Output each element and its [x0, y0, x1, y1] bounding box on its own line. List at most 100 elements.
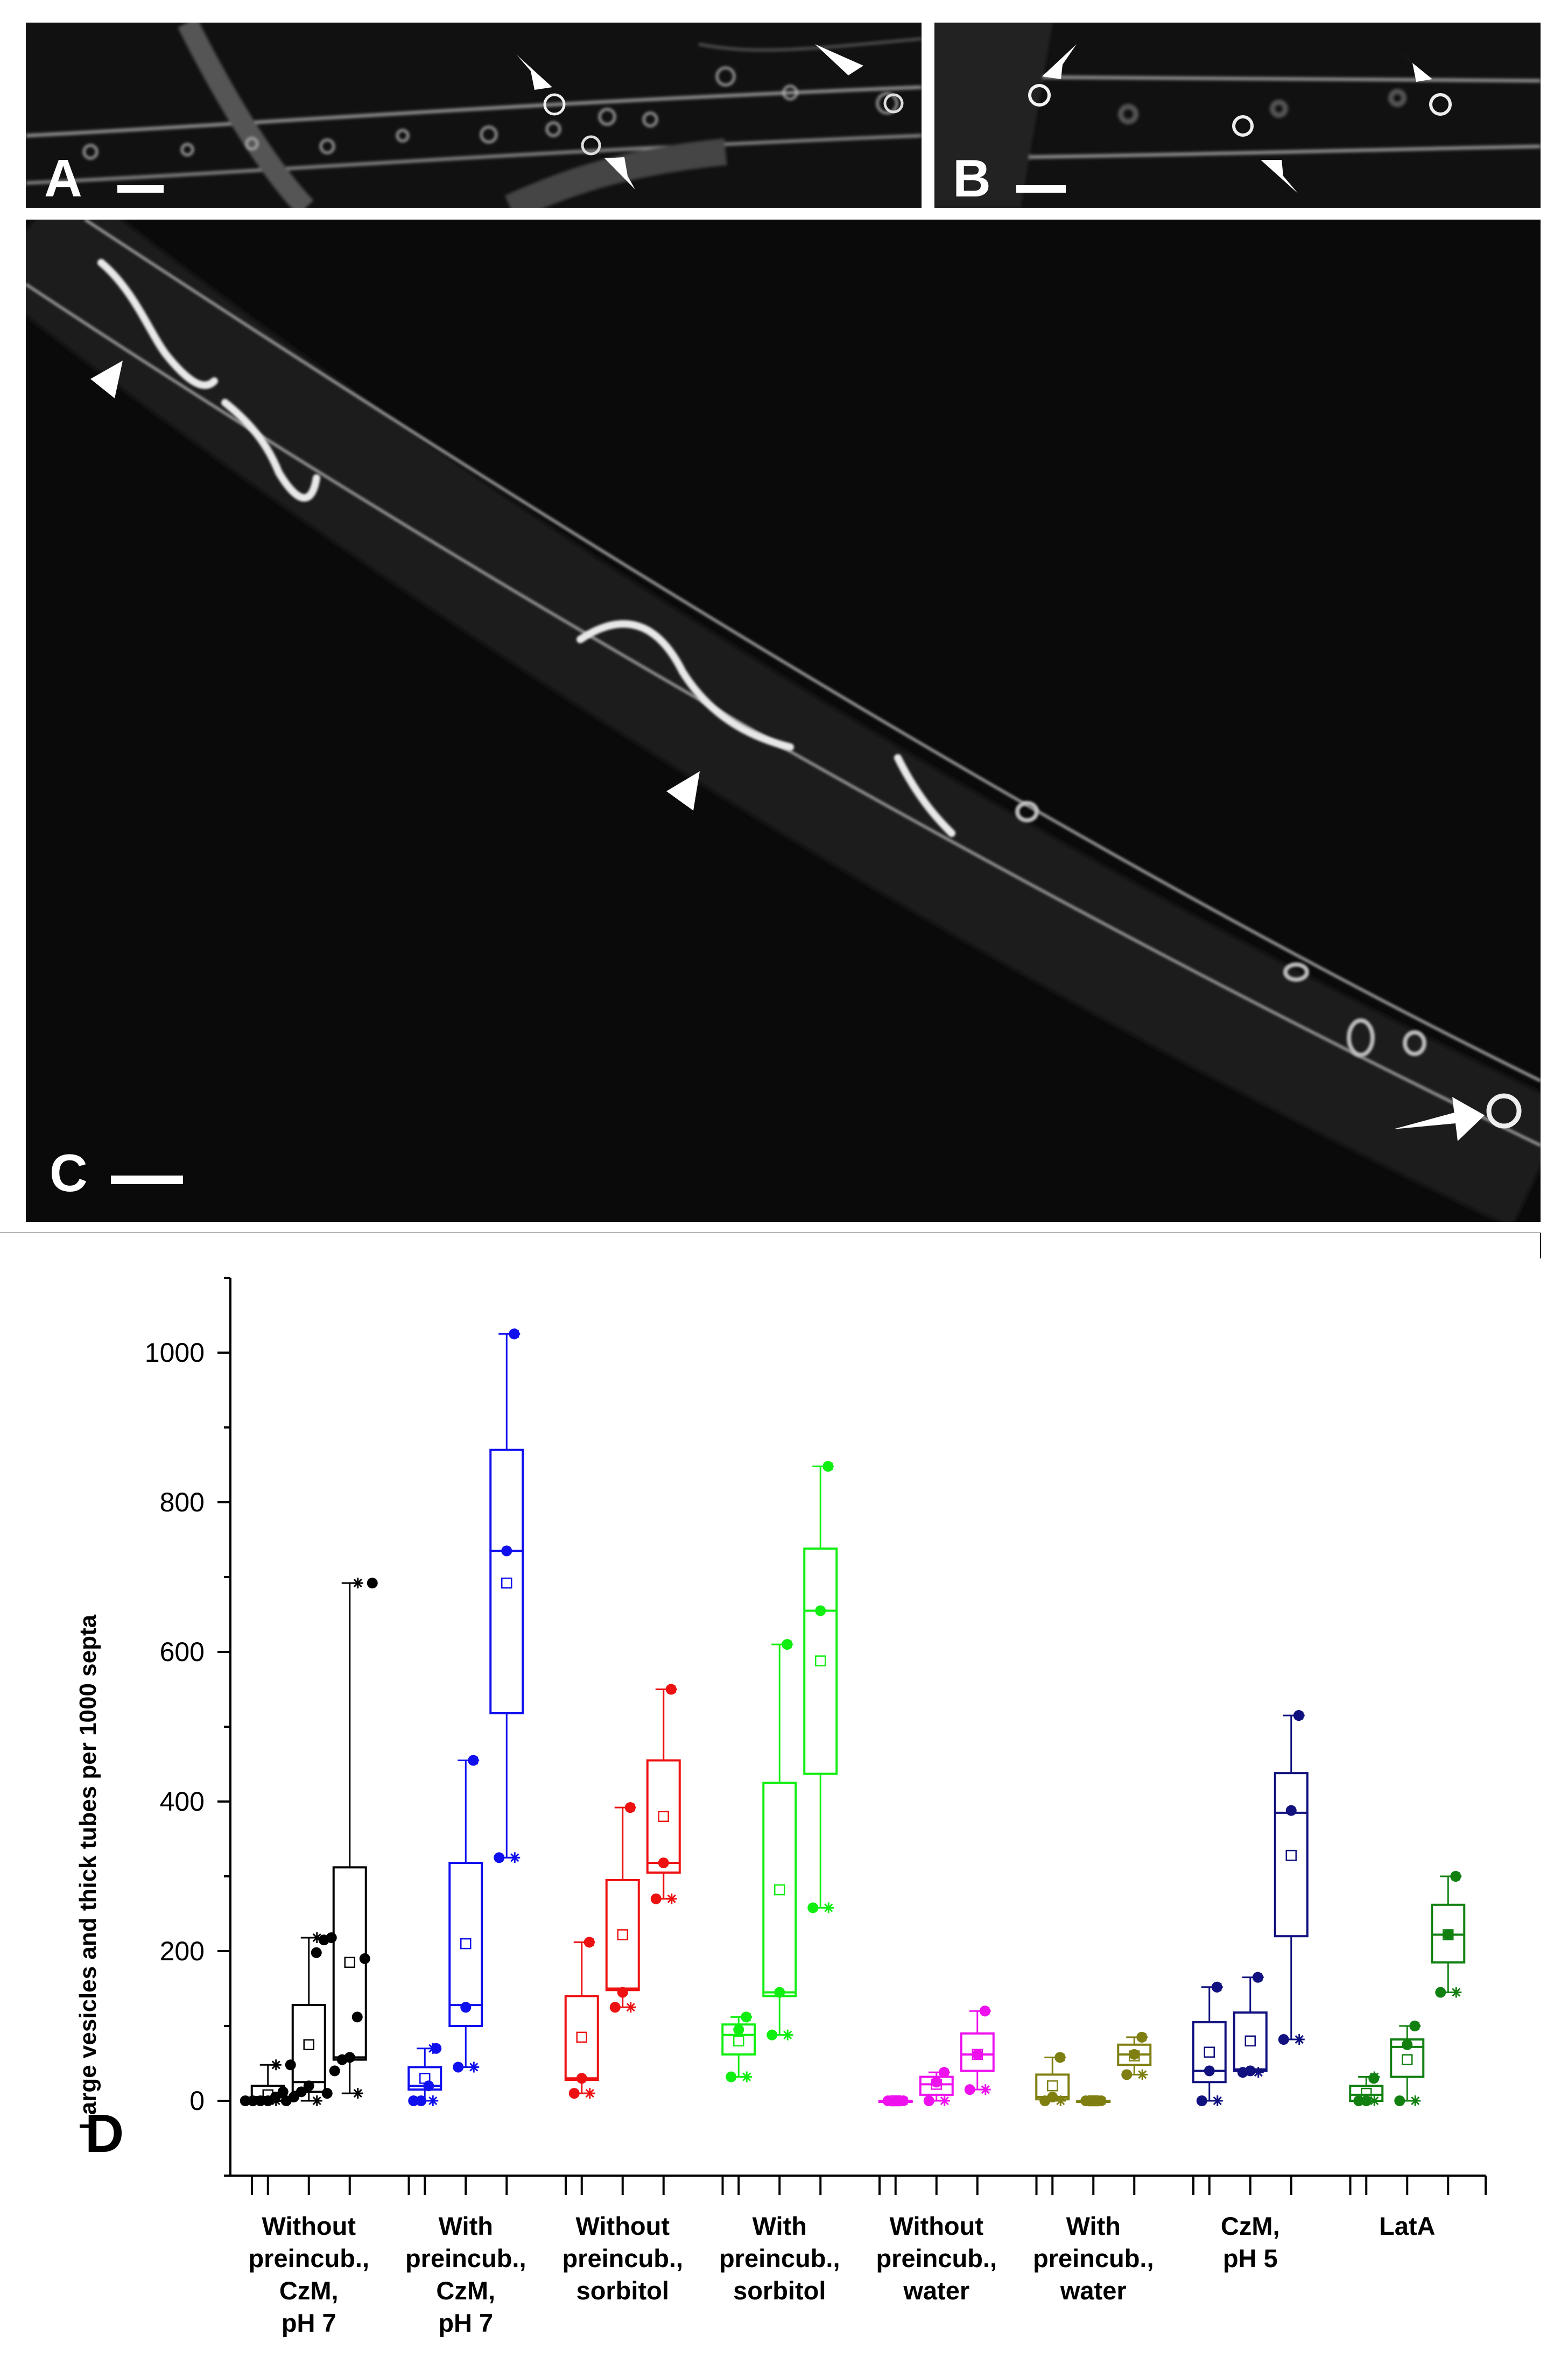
extreme-marker — [1293, 2034, 1305, 2045]
data-point — [1047, 2092, 1058, 2103]
data-point — [255, 2095, 266, 2106]
data-point — [568, 2088, 580, 2099]
data-point — [359, 1953, 370, 1964]
scale-bar-c — [111, 1176, 183, 1184]
extreme-marker — [509, 1852, 521, 1863]
panel-a-label: A — [44, 149, 82, 208]
extreme-marker — [468, 2062, 480, 2073]
extreme-marker — [270, 2095, 282, 2106]
category-label: pH 7 — [438, 2309, 493, 2337]
panel-c-label: C — [50, 1143, 88, 1202]
extreme-marker — [1096, 2095, 1107, 2106]
micrograph-panel-a: A — [26, 23, 922, 208]
data-point — [247, 2095, 258, 2106]
box-mean-marker — [344, 1957, 355, 1968]
box-mean-marker — [658, 1811, 669, 1823]
extreme-marker — [980, 2084, 991, 2095]
data-point — [460, 2002, 472, 2013]
extreme-marker — [1055, 2052, 1066, 2063]
data-point — [1129, 2049, 1140, 2060]
category-label: CzM, — [436, 2276, 495, 2305]
extreme-marker — [1253, 2067, 1264, 2078]
data-point — [240, 2095, 251, 2106]
box-mean-marker — [1047, 2080, 1058, 2092]
data-point — [296, 2086, 307, 2098]
data-point — [303, 2080, 314, 2092]
category-label: sorbitol — [576, 2276, 669, 2305]
extreme-marker — [311, 1932, 322, 1943]
data-point — [815, 1605, 826, 1616]
box-mean-marker — [460, 1938, 472, 1950]
data-point — [767, 2029, 778, 2041]
box-mean-marker — [576, 2031, 587, 2043]
data-point — [1394, 2095, 1405, 2106]
extreme-marker — [1369, 2095, 1380, 2106]
extreme-marker — [1410, 2095, 1421, 2106]
box-iqr — [1274, 1772, 1309, 1938]
data-point — [285, 2059, 296, 2071]
data-point — [1244, 2065, 1256, 2077]
box-mean-marker — [1402, 2054, 1413, 2065]
y-tick-label: 200 — [160, 1936, 205, 1966]
extreme-marker — [782, 2029, 793, 2041]
extreme-marker — [782, 1639, 793, 1650]
data-point — [617, 1987, 628, 1998]
box-iqr — [1431, 1903, 1466, 1964]
data-point — [416, 2095, 427, 2106]
data-point — [658, 1857, 669, 1868]
data-point — [1088, 2095, 1099, 2106]
data-point — [494, 1852, 505, 1863]
data-point — [351, 2011, 363, 2023]
extreme-marker — [311, 2095, 322, 2106]
category-label: water — [1060, 2276, 1127, 2305]
box-mean-marker — [303, 2039, 314, 2050]
data-point — [807, 1902, 819, 1913]
category-label: preincub., — [719, 2244, 840, 2272]
panel-d-label: D — [85, 2103, 124, 2164]
category-label: With — [439, 2212, 493, 2240]
data-point — [972, 2049, 983, 2060]
data-point — [964, 2084, 975, 2095]
box-mean-marker — [1244, 2035, 1256, 2047]
extreme-marker — [1451, 1871, 1462, 1882]
data-point — [367, 1578, 378, 1589]
data-point — [501, 1545, 512, 1557]
extreme-marker — [1369, 2071, 1380, 2082]
data-point — [726, 2071, 737, 2082]
extreme-marker — [1293, 1710, 1305, 1721]
extreme-marker — [1451, 1987, 1462, 1998]
extreme-marker — [427, 2043, 439, 2054]
extreme-marker — [741, 2071, 753, 2082]
extreme-marker — [270, 2059, 282, 2071]
extreme-marker — [427, 2095, 439, 2106]
extreme-marker — [1137, 2069, 1148, 2080]
data-point — [321, 2088, 333, 2099]
extreme-marker — [666, 1684, 677, 1695]
extreme-marker — [509, 1328, 521, 1340]
box-iqr — [448, 1861, 483, 2027]
extreme-marker — [352, 2088, 363, 2099]
extreme-marker — [584, 2088, 595, 2099]
box-mean-marker — [774, 1884, 785, 1896]
data-point — [1285, 1805, 1297, 1816]
extreme-marker — [625, 2002, 636, 2013]
extreme-marker — [1212, 2095, 1223, 2106]
data-point — [408, 2095, 419, 2106]
category-label: Without — [576, 2212, 670, 2240]
data-point — [650, 1893, 662, 1904]
extreme-marker — [584, 1937, 595, 1948]
box-iqr — [1233, 2011, 1268, 2072]
box-mean-marker — [1285, 1849, 1297, 1861]
category-label: preincub., — [876, 2244, 997, 2272]
data-point — [609, 2002, 621, 2013]
category-label: pH 7 — [282, 2309, 336, 2337]
category-label: sorbitol — [733, 2276, 826, 2305]
extreme-marker — [1212, 1981, 1223, 1993]
data-point — [1080, 2095, 1092, 2106]
category-label: preincub., — [405, 2244, 526, 2272]
data-point — [923, 2095, 934, 2106]
data-point — [890, 2095, 901, 2106]
y-tick-label: 1000 — [145, 1338, 205, 1368]
box-iqr — [332, 1866, 367, 2061]
data-point — [311, 1947, 322, 1958]
